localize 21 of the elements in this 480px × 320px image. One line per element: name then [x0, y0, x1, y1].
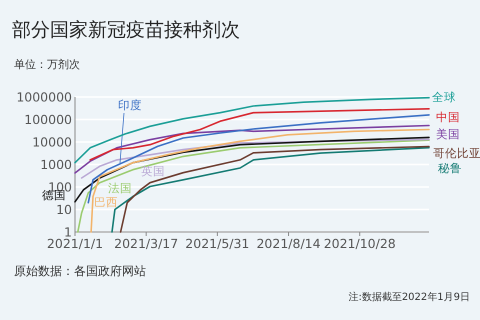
series-label: 法国	[108, 181, 132, 195]
x-tick-label: 2021/10/28	[324, 236, 396, 251]
series-label: 英国	[141, 164, 165, 178]
y-tick-label: 10000	[32, 134, 72, 150]
text: 注:数据截至2022年1月9日	[348, 291, 470, 303]
y-tick-label: 10	[56, 202, 72, 217]
series-label: 巴西	[94, 195, 118, 209]
text: 印度	[118, 98, 142, 112]
chart-subtitle: 单位：万剂次	[14, 58, 80, 71]
y-tick-label: 1000000	[16, 90, 72, 104]
x-tick-label: 2021/3/17	[114, 236, 178, 251]
series-label: 秘鲁	[438, 161, 462, 175]
series-label: 中国	[436, 110, 460, 124]
x-tick-label: 2021/5/31	[185, 236, 250, 251]
y-tick-label: 100000	[24, 112, 72, 127]
x-tick-label: 2021/8/14	[256, 236, 321, 251]
text: 原始数据：各国政府网站	[14, 264, 146, 278]
series-label: 全球	[432, 90, 456, 104]
y-tick-label: 1000	[40, 157, 72, 172]
series-label: 美国	[436, 127, 460, 141]
chart-title: 部分国家新冠疫苗接种剂次	[12, 19, 240, 41]
